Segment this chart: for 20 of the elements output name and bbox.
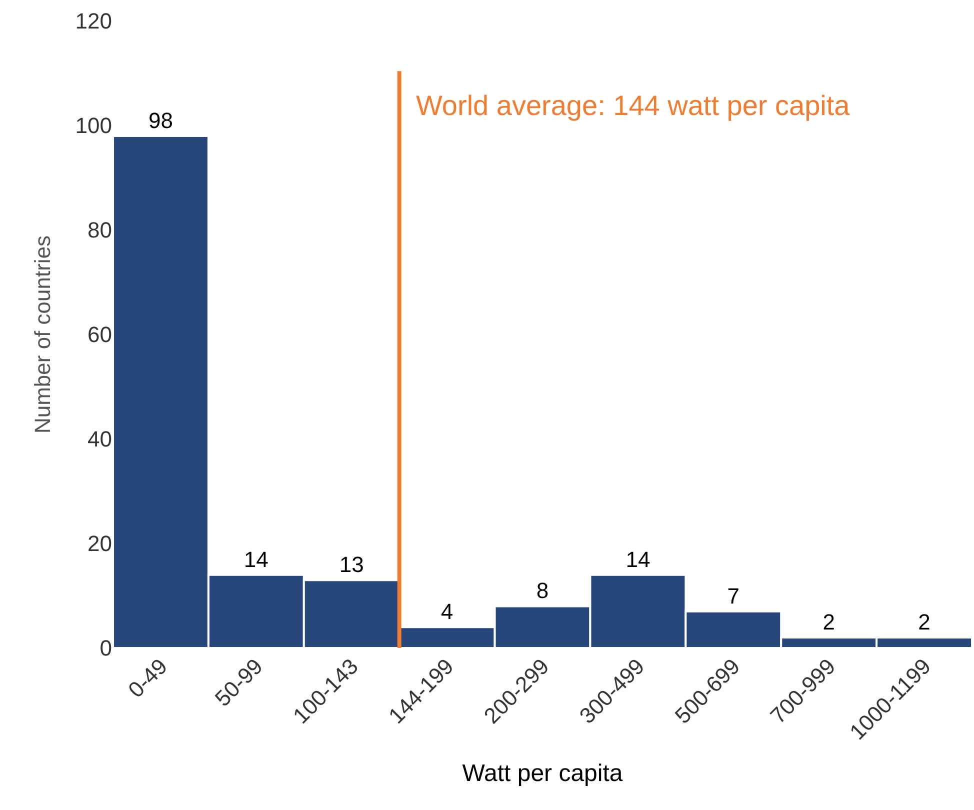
data-label: 14 bbox=[244, 546, 268, 572]
data-label: 98 bbox=[148, 108, 173, 133]
data-label: 4 bbox=[440, 599, 454, 624]
data-label: 7 bbox=[727, 583, 740, 608]
y-tick-label: 120 bbox=[75, 8, 112, 34]
x-axis-title: Watt per capita bbox=[462, 760, 624, 787]
y-tick-label: 60 bbox=[88, 322, 112, 348]
y-tick-label: 80 bbox=[88, 218, 112, 243]
y-tick-label: 100 bbox=[75, 113, 112, 138]
y-axis-title: Number of countries bbox=[30, 235, 56, 434]
y-tick-label: 20 bbox=[88, 531, 112, 556]
ref-line-label: World average: 144 watt per capita bbox=[416, 90, 850, 121]
data-label: 2 bbox=[918, 610, 930, 635]
y-tick-label: 0 bbox=[100, 636, 112, 661]
data-label: 13 bbox=[339, 552, 364, 578]
data-label: 2 bbox=[822, 610, 835, 635]
data-label: 8 bbox=[536, 578, 549, 604]
data-label: 14 bbox=[626, 546, 650, 572]
y-tick-label: 40 bbox=[88, 426, 112, 452]
x-tick-label: 0-49 bbox=[123, 654, 172, 702]
